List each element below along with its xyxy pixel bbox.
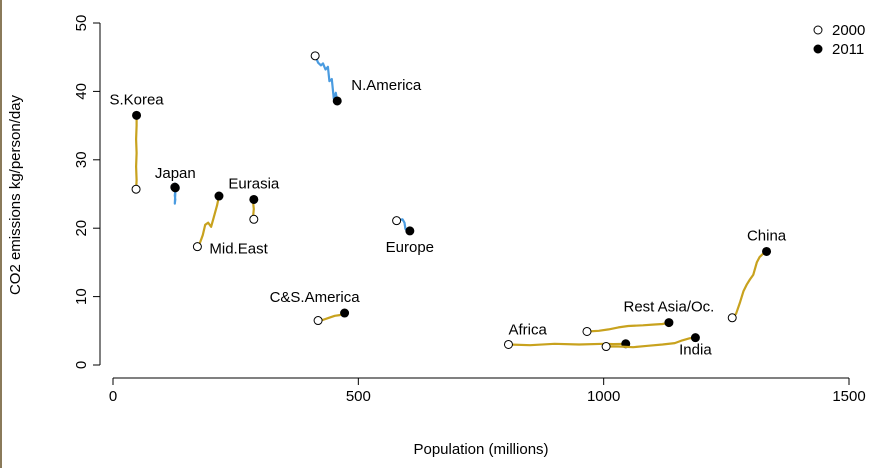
- left-border: [0, 0, 2, 468]
- y-tick-label: 20: [73, 220, 90, 237]
- x-axis-title: Population (millions): [413, 441, 548, 458]
- y-tick-label: 0: [73, 361, 90, 369]
- s-korea-point-2000: [131, 184, 141, 194]
- n-america-point-2011: [332, 96, 342, 106]
- s-korea-point-2011: [132, 110, 142, 120]
- series-europe: Europe: [386, 216, 434, 256]
- africa-trajectory: [507, 342, 627, 347]
- series-africa: Africa: [503, 321, 631, 349]
- japan-label: Japan: [155, 165, 196, 182]
- eurasia-point-2000: [249, 214, 259, 224]
- x-tick-label: 500: [346, 388, 371, 405]
- eurasia-point-2011: [249, 194, 259, 204]
- legend: 2000 2011: [813, 22, 865, 58]
- india-point-2011: [690, 333, 700, 343]
- series-india: India: [601, 333, 712, 359]
- europe-point-2000: [392, 216, 402, 226]
- africa-label: Africa: [508, 321, 547, 338]
- india-point-2000: [601, 342, 611, 352]
- series-eurasia: Eurasia: [228, 175, 280, 224]
- japan-point-2011: [170, 183, 180, 193]
- x-tick-label: 1500: [832, 388, 865, 405]
- series-japan: Japan: [155, 165, 196, 205]
- s-korea-label: S.Korea: [109, 91, 164, 108]
- rest-asia-oc-point-2011: [664, 318, 674, 328]
- mid-east-label: Mid.East: [209, 241, 268, 258]
- y-tick-label: 10: [73, 288, 90, 305]
- series-c-s-america: C&S.America: [270, 289, 361, 326]
- legend-label-2011: 2011: [832, 41, 864, 58]
- china-label: China: [747, 227, 787, 244]
- series-s-korea: S.Korea: [109, 91, 164, 194]
- china-point-2000: [727, 313, 737, 323]
- c-s-america-point-2011: [340, 308, 350, 318]
- y-tick-label: 50: [73, 15, 90, 32]
- y-tick-label: 40: [73, 83, 90, 100]
- legend-marker-2011: [813, 44, 823, 54]
- axes: 0 500 1000 1500 0 10 20 30 40 50: [73, 15, 866, 405]
- x-tick-label: 1000: [587, 388, 620, 405]
- mid-east-point-2011: [214, 191, 224, 201]
- x-tick-label: 0: [109, 388, 117, 405]
- c-s-america-point-2000: [313, 316, 323, 326]
- series-mid-east: Mid.East: [192, 191, 269, 258]
- europe-label: Europe: [386, 239, 434, 256]
- n-america-point-2000: [310, 51, 320, 61]
- eurasia-label: Eurasia: [228, 175, 280, 192]
- series-rest-asia-oc: Rest Asia/Oc.: [582, 299, 714, 336]
- mid-east-trajectory: [196, 195, 221, 248]
- series-china: China: [727, 227, 787, 323]
- c-s-america-label: C&S.America: [270, 289, 361, 306]
- rest-asia-oc-label: Rest Asia/Oc.: [623, 299, 714, 316]
- china-point-2011: [762, 246, 772, 256]
- china-trajectory: [731, 250, 768, 319]
- rest-asia-oc-trajectory: [585, 321, 670, 333]
- rest-asia-oc-point-2000: [582, 326, 592, 336]
- s-korea-trajectory: [135, 114, 138, 191]
- series-n-america: N.America: [310, 51, 422, 106]
- mid-east-point-2000: [192, 242, 202, 252]
- europe-point-2011: [405, 226, 415, 236]
- africa-point-2000: [503, 339, 513, 349]
- n-america-label: N.America: [351, 77, 422, 94]
- n-america-trajectory: [314, 54, 339, 103]
- legend-label-2000: 2000: [832, 22, 865, 39]
- legend-marker-2000: [813, 25, 823, 35]
- y-tick-label: 30: [73, 151, 90, 168]
- india-trajectory: [605, 336, 697, 349]
- india-label: India: [679, 342, 712, 359]
- y-axis-title: CO2 emissions kg/person/day: [7, 94, 24, 295]
- series-layer: S.Korea Japan Mid.East Eurasia N.America Euro…: [109, 51, 787, 359]
